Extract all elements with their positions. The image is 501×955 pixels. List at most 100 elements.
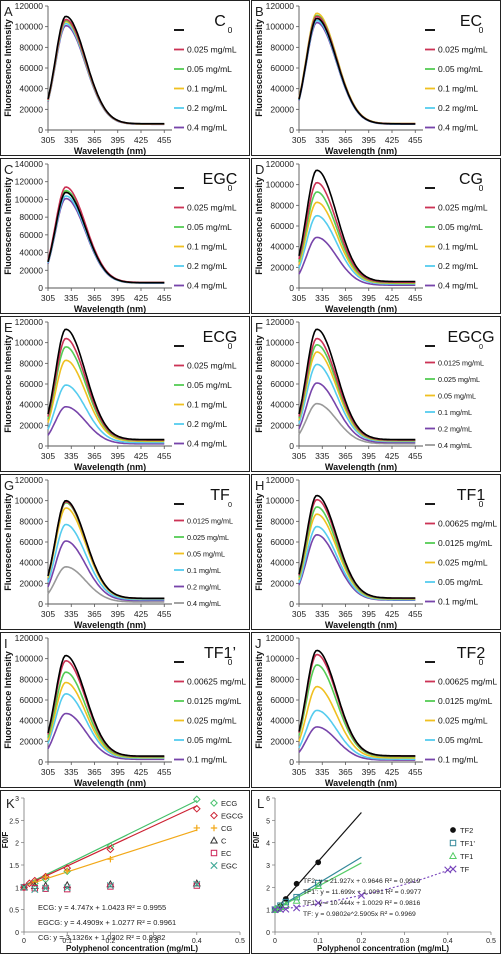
x-tick-label: 305 xyxy=(41,767,55,777)
series-line-0 xyxy=(47,15,165,125)
legend-marker-tf1 xyxy=(449,839,457,847)
y-tick-label: 120000 xyxy=(266,1,295,11)
y-axis-title: Fluorescence Intensity xyxy=(254,651,264,749)
fit-equation: TF1’: y = 11.699x + 1.0091 R² = 0.9977 xyxy=(303,889,422,896)
y-axis-title: Fluorescence Intensity xyxy=(3,177,13,275)
y-tick-label: 80000 xyxy=(270,42,294,52)
panel-letter: C xyxy=(4,162,13,177)
legend-label: 0 xyxy=(479,499,484,509)
y-tick-label: 100000 xyxy=(15,496,44,506)
data-point-egc xyxy=(193,880,201,888)
data-point-cg xyxy=(42,873,49,881)
series-line-0-4-mg-ml xyxy=(47,406,165,445)
legend-label: 0.0125 mg/mL xyxy=(187,696,242,706)
y-tick-label: 40000 xyxy=(270,84,294,94)
data-point-tf1 xyxy=(293,893,300,901)
legend-label: TF1 xyxy=(460,852,473,861)
x-tick-label: 0.5 xyxy=(486,938,496,945)
spectrum-panel-c: 0 20000 40000 60000 80000 100000 120000 140000 3… xyxy=(0,158,250,314)
y-tick-label: 40000 xyxy=(270,558,294,568)
y-tick-label: 80000 xyxy=(270,674,294,684)
series-line-0-1-mg-ml xyxy=(47,523,165,601)
data-point-egc xyxy=(42,884,50,892)
x-tick-label: 365 xyxy=(87,135,101,145)
data-point-ecg xyxy=(63,867,72,876)
series-line-0-4-mg-ml xyxy=(298,236,416,286)
data-point-tf2 xyxy=(315,859,322,866)
y-tick-label: 40000 xyxy=(19,558,43,568)
fit-equation: TF2: y = 21.927x + 0.9646 R² = 0.9919 xyxy=(303,878,421,885)
legend-label: 0.025 mg/mL xyxy=(187,203,237,213)
y-axis-title: F0/F xyxy=(252,832,261,849)
series-line-0-2-mg-ml xyxy=(47,384,165,444)
legend-label: 0.00625 mg/mL xyxy=(438,677,497,687)
y-tick-label: 4 xyxy=(266,841,270,848)
legend-label: 0.1 mg/mL xyxy=(187,400,227,410)
y-tick-label: 120000 xyxy=(266,317,295,327)
x-tick-label: 305 xyxy=(41,293,55,303)
data-point-tf1 xyxy=(292,896,301,904)
y-tick-label: 20000 xyxy=(270,420,294,430)
y-tick-label: 80000 xyxy=(270,358,294,368)
y-tick-label: 80000 xyxy=(19,212,43,222)
y-tick-label: 2.5 xyxy=(9,818,19,825)
legend-label: 0.05 mg/mL xyxy=(438,577,483,587)
spectrum-panel-d: 0 20000 40000 60000 80000 100000 120000 305 335 3… xyxy=(251,158,501,314)
x-axis-title: Wavelength (nm) xyxy=(74,304,146,314)
legend-label: 0 xyxy=(228,183,233,193)
x-tick-label: 0.5 xyxy=(235,938,245,945)
x-tick-label: 0.2 xyxy=(357,938,367,945)
x-axis-title: Wavelength (nm) xyxy=(74,778,146,788)
x-tick-label: 335 xyxy=(315,293,329,303)
x-axis-title: Wavelength (nm) xyxy=(325,778,397,788)
data-point-tf1 xyxy=(282,898,290,906)
y-tick-label: 0 xyxy=(289,125,294,135)
data-point-egc xyxy=(20,883,28,891)
x-tick-label: 305 xyxy=(41,451,55,461)
legend-label: 0.025 mg/mL xyxy=(438,558,488,568)
y-tick-label: 120000 xyxy=(266,633,295,643)
x-tick-label: 425 xyxy=(134,135,148,145)
legend-label: 0.4 mg/mL xyxy=(438,281,478,291)
legend-label: 0.0125 mg/mL xyxy=(438,696,493,706)
legend-label: 0 xyxy=(479,342,483,351)
x-tick-label: 335 xyxy=(315,767,329,777)
y-tick-label: 40000 xyxy=(19,716,43,726)
y-tick-label: 60000 xyxy=(270,221,294,231)
y-tick-label: 20000 xyxy=(270,736,294,746)
y-tick-label: 120000 xyxy=(15,177,44,187)
series-line-0 xyxy=(47,499,165,600)
legend-label: 0.1 mg/mL xyxy=(187,242,227,252)
y-tick-label: 60000 xyxy=(19,695,43,705)
y-tick-label: 0 xyxy=(38,757,43,767)
y-tick-label: 80000 xyxy=(19,516,43,526)
fit-curve-tf xyxy=(274,869,448,911)
x-tick-label: 365 xyxy=(338,767,352,777)
legend-marker-ecg xyxy=(210,799,218,807)
x-tick-label: 455 xyxy=(157,451,171,461)
y-tick-label: 100000 xyxy=(266,338,295,348)
panel-frame xyxy=(0,790,250,954)
panel-letter: L xyxy=(257,796,264,811)
data-point-tf xyxy=(271,906,279,914)
scatter-panel-l: 0 1 2 3 4 5 6 0 0.1 0.2 0.3 0.4 0.5 TF2 TF1’ TF1 TF TF2: … xyxy=(251,790,501,954)
legend-label: 0.4 mg/mL xyxy=(438,123,478,133)
legend-label: 0.05 mg/mL xyxy=(187,735,232,745)
x-tick-label: 395 xyxy=(111,767,125,777)
compound-name: ECG xyxy=(203,329,238,346)
y-tick-label: 20000 xyxy=(19,736,43,746)
x-tick-label: 425 xyxy=(134,609,148,619)
x-tick-label: 0.4 xyxy=(192,938,202,945)
x-tick-label: 395 xyxy=(362,609,376,619)
series-line-0 xyxy=(47,654,165,757)
fit-equation: EGCG: y = 4.4909x + 1.0277 R² = 0.9961 xyxy=(38,918,176,927)
x-tick-label: 395 xyxy=(111,293,125,303)
legend-label: 0.025 mg/mL xyxy=(438,716,488,726)
x-tick-label: 305 xyxy=(292,767,306,777)
legend-label: 0.1 mg/mL xyxy=(187,84,227,94)
y-axis-title: Fluorescence Intensity xyxy=(254,19,264,117)
x-tick-label: 335 xyxy=(315,451,329,461)
x-tick-label: 395 xyxy=(111,135,125,145)
legend-label: 0.05 mg/mL xyxy=(438,392,476,401)
x-axis-title: Wavelength (nm) xyxy=(325,462,397,472)
